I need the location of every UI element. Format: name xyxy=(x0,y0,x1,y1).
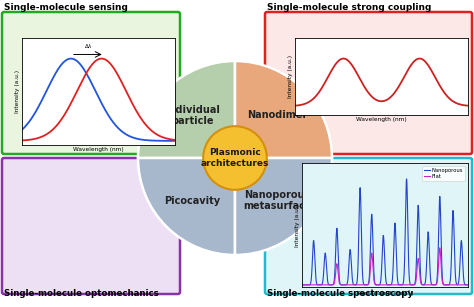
Text: Single-molecule spectroscopy: Single-molecule spectroscopy xyxy=(267,289,413,298)
Text: Nanodimer: Nanodimer xyxy=(247,111,308,120)
Flat xyxy=(310,283,315,287)
Text: $\Delta\lambda$: $\Delta\lambda$ xyxy=(83,42,92,50)
Nanoporous xyxy=(404,177,410,181)
Flat xyxy=(396,283,401,287)
Wedge shape xyxy=(138,61,235,158)
Flat xyxy=(400,283,406,287)
Flat xyxy=(465,283,471,287)
Nanoporous xyxy=(299,283,305,287)
FancyBboxPatch shape xyxy=(2,12,180,154)
Nanoporous xyxy=(405,231,411,234)
FancyBboxPatch shape xyxy=(2,158,180,294)
Nanoporous xyxy=(396,282,401,286)
Y-axis label: Intensity (a.u.): Intensity (a.u.) xyxy=(295,204,300,247)
Text: Single-molecule sensing: Single-molecule sensing xyxy=(4,3,128,12)
X-axis label: Raman shift (cm$^{-1}$): Raman shift (cm$^{-1}$) xyxy=(356,289,414,299)
Wedge shape xyxy=(235,158,332,255)
Flat xyxy=(299,283,305,287)
X-axis label: Wavelength (nm): Wavelength (nm) xyxy=(73,147,124,152)
Wedge shape xyxy=(235,61,332,158)
Flat xyxy=(405,283,410,287)
X-axis label: Wavelength (nm): Wavelength (nm) xyxy=(356,117,407,122)
FancyBboxPatch shape xyxy=(265,158,472,294)
FancyBboxPatch shape xyxy=(265,12,472,154)
Text: Picocavity: Picocavity xyxy=(164,196,220,205)
Nanoporous xyxy=(400,282,406,286)
Text: Individual
particle: Individual particle xyxy=(165,105,220,126)
Y-axis label: Intensity (a.u.): Intensity (a.u.) xyxy=(15,70,20,113)
Legend: Nanoporous, Flat: Nanoporous, Flat xyxy=(422,166,465,181)
Text: Single-molecule strong coupling: Single-molecule strong coupling xyxy=(267,3,431,12)
Line: Nanoporous: Nanoporous xyxy=(302,179,468,285)
Circle shape xyxy=(203,126,267,190)
Flat xyxy=(425,283,431,287)
Line: Flat: Flat xyxy=(302,248,468,285)
Y-axis label: Intensity (a.u.): Intensity (a.u.) xyxy=(288,55,293,98)
Nanoporous xyxy=(425,230,431,234)
Flat xyxy=(437,246,443,250)
Nanoporous xyxy=(465,283,471,287)
Flat xyxy=(442,283,448,287)
Nanoporous xyxy=(442,283,448,287)
Text: Plasmonic
architectures: Plasmonic architectures xyxy=(201,148,269,168)
Text: Nanoporous
metasurface: Nanoporous metasurface xyxy=(243,190,312,211)
Text: Single-molecule optomechanics: Single-molecule optomechanics xyxy=(4,289,159,298)
Wedge shape xyxy=(138,158,235,255)
Nanoporous xyxy=(310,262,315,266)
